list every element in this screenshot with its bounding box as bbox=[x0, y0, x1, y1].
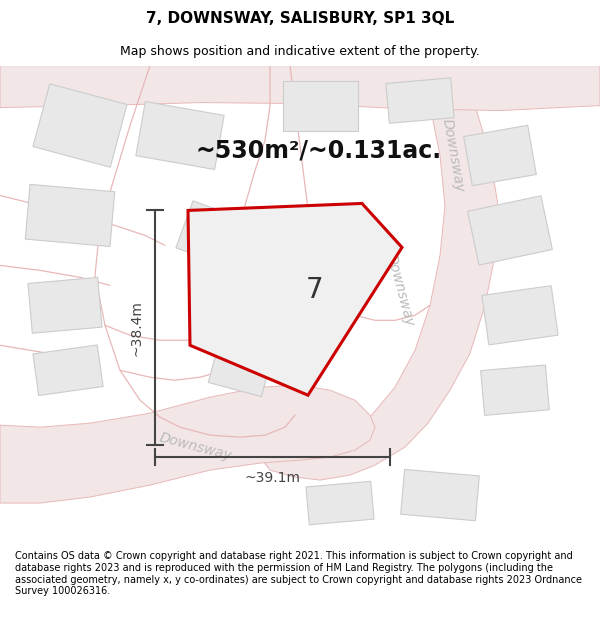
Text: 7: 7 bbox=[306, 276, 324, 304]
Polygon shape bbox=[481, 365, 550, 416]
Polygon shape bbox=[194, 279, 266, 342]
Polygon shape bbox=[208, 344, 272, 397]
Polygon shape bbox=[33, 345, 103, 396]
Polygon shape bbox=[306, 481, 374, 525]
Polygon shape bbox=[25, 184, 115, 246]
Text: Contains OS data © Crown copyright and database right 2021. This information is : Contains OS data © Crown copyright and d… bbox=[15, 551, 582, 596]
Polygon shape bbox=[188, 204, 402, 395]
Polygon shape bbox=[464, 125, 536, 186]
Text: 7, DOWNSWAY, SALISBURY, SP1 3QL: 7, DOWNSWAY, SALISBURY, SP1 3QL bbox=[146, 11, 454, 26]
Text: Downsway: Downsway bbox=[440, 118, 466, 194]
Text: Downsway: Downsway bbox=[157, 431, 233, 464]
Polygon shape bbox=[0, 66, 600, 111]
Text: ~38.4m: ~38.4m bbox=[129, 300, 143, 356]
Polygon shape bbox=[260, 66, 498, 480]
Polygon shape bbox=[33, 84, 127, 168]
Polygon shape bbox=[401, 469, 479, 521]
Polygon shape bbox=[176, 201, 254, 270]
Polygon shape bbox=[283, 81, 358, 131]
Polygon shape bbox=[28, 278, 102, 333]
Polygon shape bbox=[467, 196, 553, 265]
Text: Downsway: Downsway bbox=[383, 253, 416, 328]
Text: ~530m²/~0.131ac.: ~530m²/~0.131ac. bbox=[195, 139, 441, 162]
Text: ~39.1m: ~39.1m bbox=[245, 471, 301, 485]
Polygon shape bbox=[386, 78, 454, 123]
Polygon shape bbox=[482, 286, 558, 345]
Polygon shape bbox=[136, 101, 224, 169]
Text: Map shows position and indicative extent of the property.: Map shows position and indicative extent… bbox=[120, 45, 480, 58]
Polygon shape bbox=[0, 385, 375, 503]
